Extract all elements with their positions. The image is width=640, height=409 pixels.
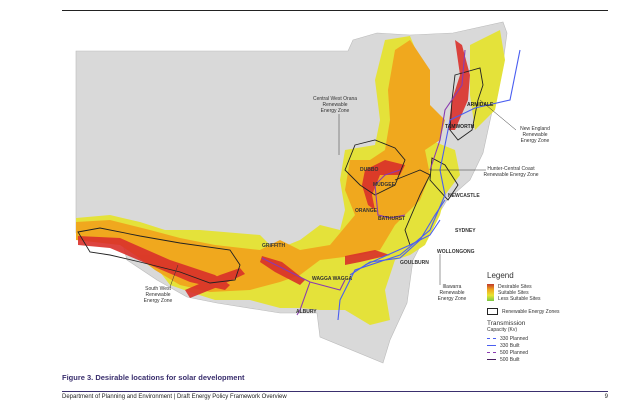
legend-330-planned: 330 Planned (500, 335, 529, 342)
line-330-built-icon (487, 345, 496, 346)
town-label-newcastle: NEWCASTLE (448, 193, 480, 199)
hunter-rez-outline (429, 157, 459, 201)
less-suitable-area-east (470, 30, 505, 130)
desirable-area (260, 256, 305, 285)
legend-330-built: 330 Built (500, 342, 520, 349)
town-label-albury: ALBURY (296, 309, 317, 315)
line-330-planned-icon (487, 338, 496, 339)
zone-label-new-england: New England Renewable Energy Zone (520, 126, 550, 144)
suitable-area (76, 40, 445, 292)
transmission-500-built (261, 257, 346, 291)
zone-label-hunter: Hunter-Central Coast Renewable Energy Zon… (483, 166, 538, 178)
town-label-sydney: SYDNEY (455, 228, 476, 234)
transmission-500-built (296, 281, 311, 316)
footer-text: Department of Planning and Environment |… (62, 394, 287, 400)
leader-line (479, 99, 517, 131)
site-suitability-swatch (487, 284, 494, 301)
town-label-orange: ORANGE (355, 208, 378, 214)
rez-box-icon (487, 308, 498, 315)
central-link-outline (394, 169, 431, 246)
legend-desirable-sites: Desirable Sites (498, 284, 532, 290)
leader-line (169, 264, 179, 288)
zone-label-south-west: South West Renewable Energy Zone (144, 286, 173, 304)
legend-suitable-sites: Suitable Sites (498, 290, 529, 296)
desirable-area (448, 40, 470, 130)
town-label-wollongong: WOLLONGONG (437, 249, 475, 255)
zone-label-central-west: Central West Orana Renewable Energy Zone (313, 96, 357, 114)
legend-transmission-title: Transmission (487, 320, 526, 327)
town-label-goulburn: GOULBURN (400, 260, 429, 266)
transmission-500-built (374, 169, 406, 219)
desirable-area (362, 160, 405, 210)
header-rule (62, 10, 608, 11)
line-500-planned-icon (487, 352, 496, 353)
page-number: 9 (604, 394, 608, 400)
new-england-rez-outline (449, 67, 484, 141)
footer-rule (62, 391, 608, 392)
legend-capacity-label: Capacity (Kv) (487, 327, 518, 333)
south-west-rez-outline (77, 227, 241, 284)
town-label-bathurst: BATHURST (378, 216, 405, 222)
town-label-wagga-wagga: WAGGA WAGGA (312, 276, 352, 282)
desirable-area (185, 268, 245, 298)
town-label-dubbo: DUBBO (360, 167, 378, 173)
legend-500-built: 500 Built (500, 356, 520, 363)
transmission-500-built (429, 49, 466, 171)
line-500-built-icon (487, 359, 496, 360)
town-label-mudgee: MUDGEE (373, 182, 396, 188)
legend-500-planned: 500 Planned (500, 349, 529, 356)
legend-title: Legend (487, 271, 514, 280)
map-legend: Legend Desirable Sites Suitable Sites Le… (487, 271, 560, 363)
legend-less-suitable-sites: Less Suitable Sites (498, 296, 541, 302)
town-label-armidale: ARMIDALE (467, 102, 494, 108)
page-footer: Department of Planning and Environment |… (62, 394, 608, 400)
zone-label-illawarra: Illawarra Renewable Energy Zone (438, 284, 467, 302)
transmission-330-built (364, 219, 441, 266)
figure-caption: Figure 3. Desirable locations for solar … (62, 373, 245, 382)
central-west-orana-rez-outline (344, 139, 406, 196)
desirable-area (345, 250, 390, 265)
town-label-griffith: GRIFFITH (262, 243, 285, 249)
legend-rez: Renewable Energy Zones (502, 308, 560, 315)
town-label-tamworth: TAMWORTH (445, 124, 475, 130)
